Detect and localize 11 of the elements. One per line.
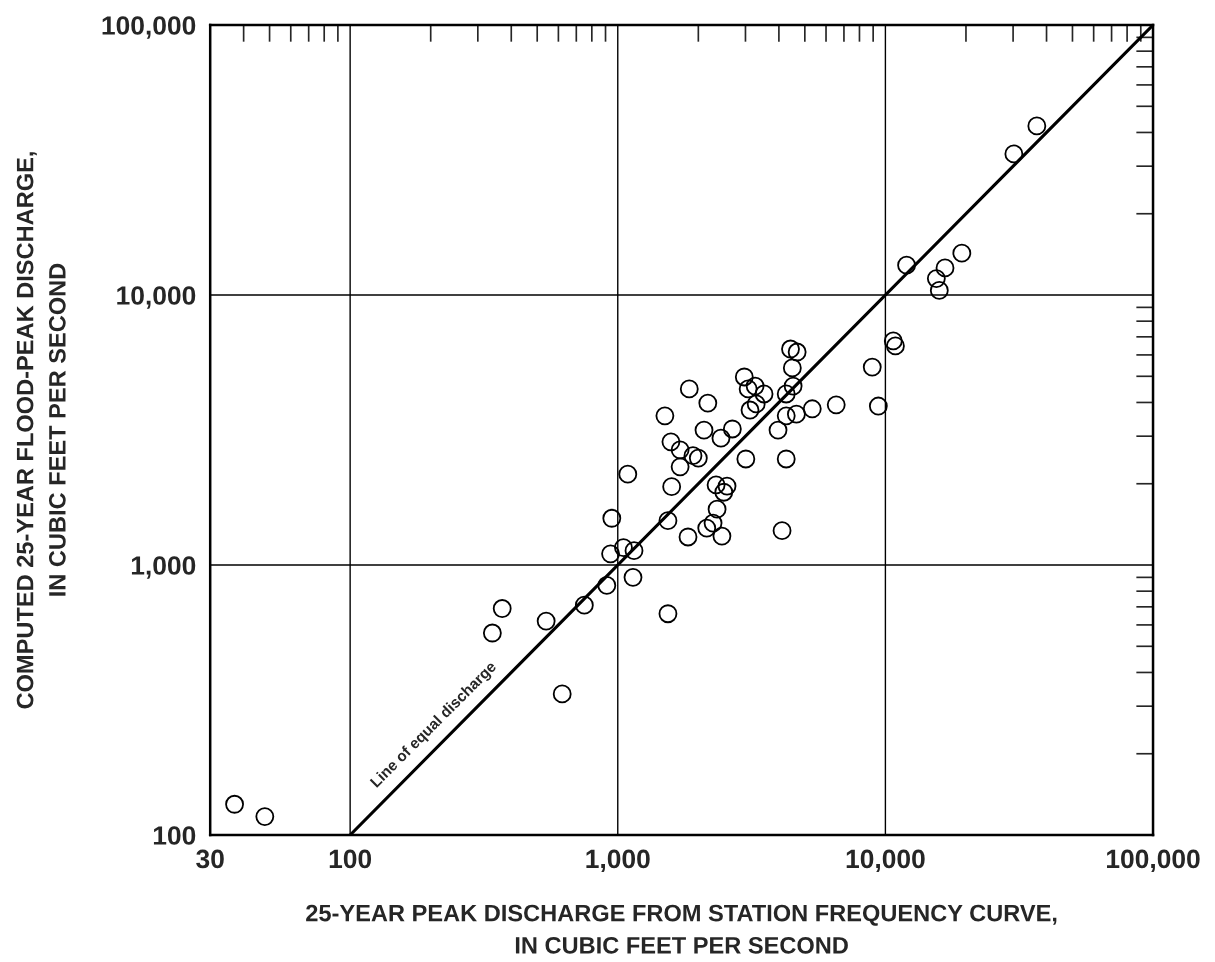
x-tick-label: 1,000 [586, 849, 650, 873]
x-tick-label: 100,000 [1107, 849, 1200, 873]
x-tick-label: 10,000 [846, 849, 925, 873]
y-tick-label: 100,000 [102, 16, 196, 39]
y-tick-label: 100 [153, 826, 196, 845]
x-tick-label: 100 [329, 849, 372, 869]
y-tick-label: 10,000 [117, 286, 196, 309]
x-axis-title: 25-YEAR PEAK DISCHARGE FROM STATION FREQUENCY CURVE, IN CUBIC FEET PER SECOND [306, 904, 1057, 954]
y-axis-title: COMPUTED 25-YEAR FLOOD-PEAK DISCHARGE, IN CUBIC FEET PER SECOND [16, 152, 66, 709]
x-tick-label: 30 [196, 849, 224, 869]
y-tick-label: 1,000 [131, 556, 196, 579]
